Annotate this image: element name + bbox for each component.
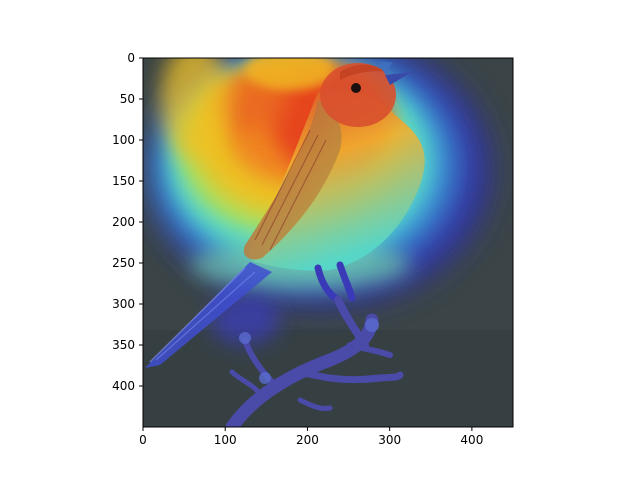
bird-eye — [351, 83, 361, 93]
x-axis: 0 100 200 300 400 — [139, 427, 483, 447]
y-tick-label: 200 — [112, 215, 135, 229]
image-area — [143, 58, 513, 427]
y-axis: 0 50 100 150 200 250 300 350 400 — [112, 51, 143, 393]
y-tick-label: 250 — [112, 256, 135, 270]
axes-frame — [142, 57, 514, 428]
y-tick-label: 0 — [127, 51, 135, 65]
x-tick-label: 400 — [460, 433, 483, 447]
x-tick-label: 200 — [296, 433, 319, 447]
y-tick-label: 100 — [112, 133, 135, 147]
y-tick-label: 350 — [112, 338, 135, 352]
bird — [145, 62, 425, 368]
branch — [225, 296, 404, 427]
y-tick-label: 300 — [112, 297, 135, 311]
x-tick-label: 100 — [214, 433, 237, 447]
y-tick-label: 400 — [112, 379, 135, 393]
y-tick-label: 50 — [120, 92, 135, 106]
x-tick-label: 300 — [378, 433, 401, 447]
y-tick-label: 150 — [112, 174, 135, 188]
x-tick-label: 0 — [139, 433, 147, 447]
